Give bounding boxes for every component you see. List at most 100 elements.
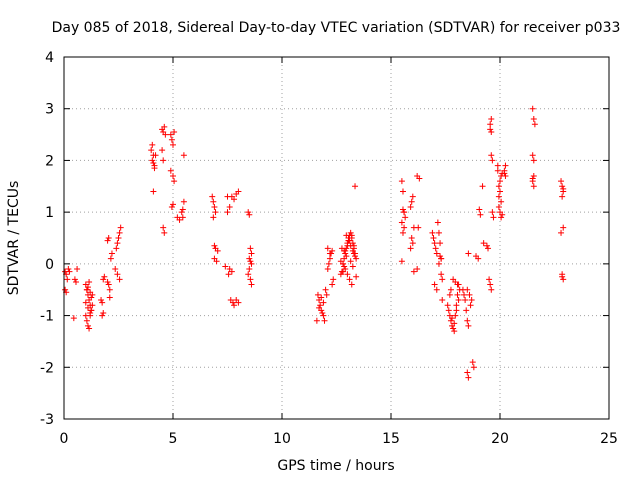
data-point bbox=[231, 196, 238, 203]
data-point bbox=[171, 178, 178, 185]
data-point bbox=[320, 299, 327, 306]
data-point bbox=[246, 211, 253, 218]
data-point bbox=[159, 147, 166, 154]
data-point bbox=[66, 268, 73, 275]
data-point bbox=[486, 276, 493, 283]
data-point bbox=[89, 302, 96, 309]
data-point bbox=[99, 299, 106, 306]
data-point bbox=[87, 309, 94, 316]
data-point bbox=[435, 229, 442, 236]
data-point bbox=[343, 232, 350, 239]
y-axis-label: SDTVAR / TECUs bbox=[6, 181, 22, 296]
data-point bbox=[407, 203, 414, 210]
data-point bbox=[464, 317, 471, 324]
x-tick-label: 20 bbox=[491, 431, 509, 447]
data-point bbox=[150, 188, 157, 195]
data-point bbox=[65, 266, 72, 273]
data-point bbox=[454, 281, 461, 288]
data-point bbox=[246, 266, 253, 273]
data-point bbox=[323, 291, 330, 298]
data-point bbox=[325, 260, 332, 267]
data-point bbox=[167, 167, 174, 174]
data-point bbox=[112, 266, 119, 273]
data-point bbox=[105, 281, 112, 288]
data-point bbox=[321, 317, 328, 324]
data-point bbox=[558, 178, 565, 185]
y-tick-label: -2 bbox=[40, 360, 54, 376]
data-point bbox=[409, 240, 416, 247]
data-point bbox=[489, 157, 496, 164]
data-point bbox=[72, 278, 79, 285]
data-point bbox=[178, 209, 185, 216]
data-point bbox=[161, 123, 168, 130]
data-point bbox=[86, 325, 93, 332]
data-point bbox=[431, 240, 438, 247]
data-point bbox=[162, 131, 169, 138]
x-tick-label: 5 bbox=[169, 431, 178, 447]
data-point bbox=[398, 219, 405, 226]
data-point bbox=[560, 224, 567, 231]
data-point bbox=[498, 214, 505, 221]
data-point bbox=[337, 258, 344, 265]
data-point bbox=[468, 297, 475, 304]
data-point bbox=[248, 281, 255, 288]
data-point bbox=[559, 271, 566, 278]
data-point bbox=[489, 209, 496, 216]
data-point bbox=[451, 320, 458, 327]
data-point bbox=[322, 286, 329, 293]
data-point bbox=[415, 224, 422, 231]
data-point bbox=[477, 211, 484, 218]
data-point bbox=[222, 263, 229, 270]
data-point bbox=[247, 245, 254, 252]
data-point bbox=[317, 302, 324, 309]
data-point bbox=[213, 258, 220, 265]
data-point bbox=[245, 209, 252, 216]
data-point bbox=[464, 369, 471, 376]
data-point bbox=[560, 276, 567, 283]
data-point bbox=[224, 209, 231, 216]
data-points bbox=[62, 105, 567, 381]
x-tick-label: 10 bbox=[273, 431, 291, 447]
data-point bbox=[71, 276, 78, 283]
data-point bbox=[433, 286, 440, 293]
data-point bbox=[497, 188, 503, 195]
y-tick-label: -1 bbox=[40, 309, 54, 325]
data-point bbox=[431, 281, 438, 288]
data-point bbox=[453, 307, 460, 314]
data-point bbox=[170, 201, 176, 208]
data-point bbox=[399, 229, 406, 236]
data-point bbox=[105, 235, 112, 241]
data-point bbox=[224, 193, 231, 200]
data-point bbox=[98, 297, 105, 304]
data-point bbox=[529, 152, 536, 159]
data-point bbox=[446, 291, 453, 298]
y-tick-label: 0 bbox=[45, 257, 54, 273]
x-tick-label: 25 bbox=[600, 431, 618, 447]
data-point bbox=[449, 315, 456, 322]
grid bbox=[64, 57, 609, 419]
data-point bbox=[104, 237, 111, 244]
data-point bbox=[502, 172, 509, 179]
data-point bbox=[247, 276, 254, 283]
data-point bbox=[453, 302, 460, 309]
data-point bbox=[106, 294, 113, 301]
data-point bbox=[83, 286, 90, 293]
data-point bbox=[62, 286, 69, 293]
data-point bbox=[210, 198, 217, 205]
data-point bbox=[483, 242, 490, 249]
data-point bbox=[398, 258, 405, 265]
data-point bbox=[318, 294, 325, 301]
data-point bbox=[180, 198, 187, 205]
data-point bbox=[352, 253, 359, 260]
data-point bbox=[485, 245, 492, 252]
data-point bbox=[455, 297, 462, 304]
data-point bbox=[495, 203, 502, 210]
data-point bbox=[487, 281, 494, 288]
data-point bbox=[399, 206, 406, 213]
data-point bbox=[452, 312, 459, 319]
data-point bbox=[488, 152, 495, 159]
data-point bbox=[530, 172, 537, 179]
data-point bbox=[114, 271, 121, 278]
data-point bbox=[231, 302, 238, 309]
